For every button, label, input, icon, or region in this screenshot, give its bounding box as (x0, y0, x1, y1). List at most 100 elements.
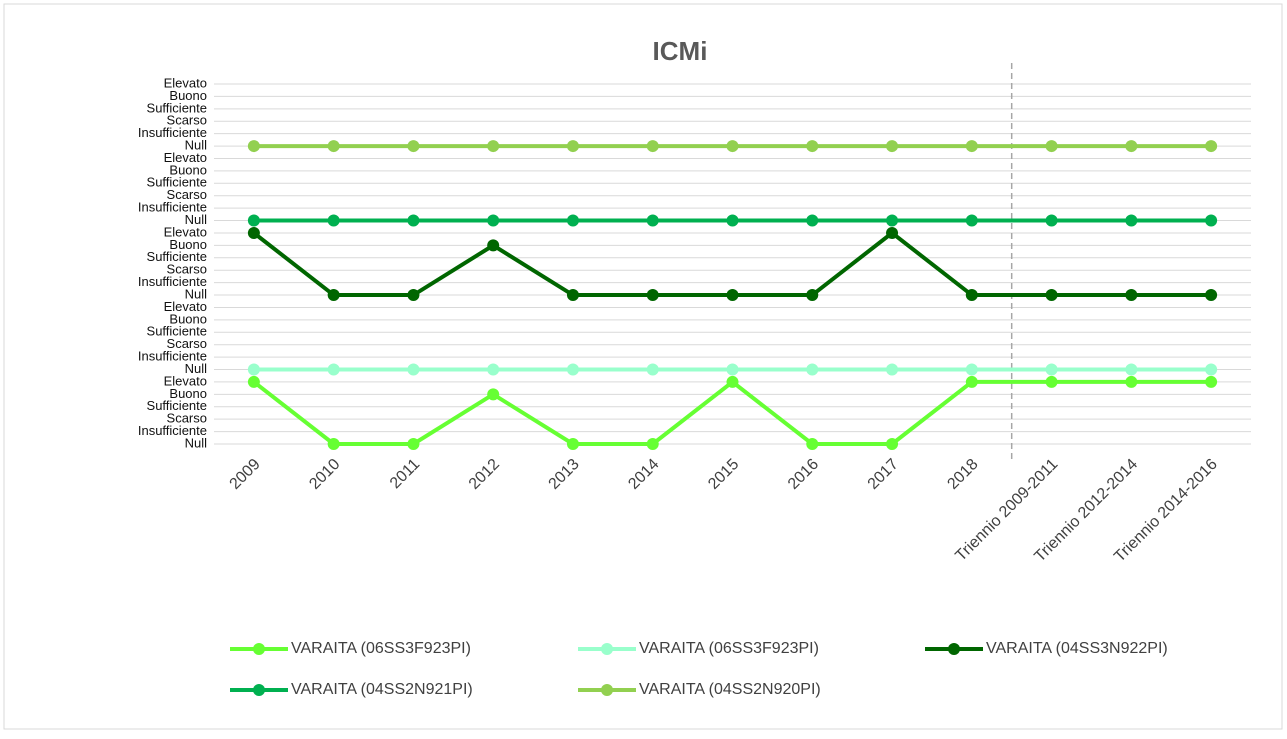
data-point (327, 363, 340, 376)
data-point (1045, 375, 1058, 388)
data-point (487, 388, 500, 401)
data-point (1205, 214, 1218, 227)
data-point (1125, 214, 1138, 227)
y-tick-label: Scarso (167, 262, 207, 277)
y-tick-label: Scarso (167, 411, 207, 426)
legend-marker (601, 643, 613, 655)
data-point (886, 363, 899, 376)
data-point (566, 140, 579, 153)
data-point (886, 438, 899, 450)
data-point (327, 140, 340, 153)
data-point (566, 289, 579, 302)
y-tick-label: Null (185, 435, 208, 450)
data-point (965, 363, 978, 376)
data-point (806, 289, 819, 302)
data-point (1045, 214, 1058, 227)
y-tick-label: Insufficiente (138, 423, 207, 438)
legend-marker (601, 684, 613, 696)
data-point (487, 214, 500, 227)
y-tick-label: Elevato (164, 373, 207, 388)
data-point (566, 363, 579, 376)
y-tick-label: Null (185, 361, 208, 376)
data-point (886, 140, 899, 153)
data-point (1045, 140, 1058, 153)
data-point (886, 214, 899, 227)
data-point (806, 363, 819, 376)
data-point (726, 140, 739, 153)
data-point (965, 289, 978, 302)
data-point (726, 214, 739, 227)
data-point (886, 226, 899, 239)
data-point (965, 214, 978, 227)
data-point (566, 214, 579, 227)
data-point (1125, 375, 1138, 388)
legend-marker (948, 643, 960, 655)
data-point (327, 214, 340, 227)
data-point (247, 226, 260, 239)
data-point (646, 140, 659, 153)
y-tick-label: Sufficiente (147, 324, 207, 339)
data-point (1205, 140, 1218, 153)
y-tick-label: Null (185, 212, 208, 227)
data-point (965, 375, 978, 388)
y-tick-label: Insufficiente (138, 125, 207, 140)
data-point (1045, 363, 1058, 376)
data-point (726, 289, 739, 302)
y-tick-label: Sufficiente (147, 249, 207, 264)
data-point (806, 214, 819, 227)
y-tick-label: Null (185, 138, 208, 153)
legend-marker (253, 643, 265, 655)
data-point (247, 375, 260, 388)
data-point (1045, 289, 1058, 302)
data-point (1205, 289, 1218, 302)
data-point (726, 375, 739, 388)
data-point (327, 289, 340, 302)
data-point (407, 363, 420, 376)
data-point (407, 140, 420, 153)
data-point (487, 363, 500, 376)
data-point (327, 438, 340, 450)
data-point (247, 140, 260, 153)
legend-marker (253, 684, 265, 696)
y-tick-label: Buono (169, 88, 207, 103)
legend-label: VARAITA (04SS2N921PI) (291, 681, 473, 698)
data-point (1125, 363, 1138, 376)
y-tick-label: Elevato (164, 150, 207, 165)
y-tick-label: Scarso (167, 336, 207, 351)
data-point (806, 140, 819, 153)
data-point (646, 289, 659, 302)
y-tick-label: Scarso (167, 187, 207, 202)
data-point (646, 214, 659, 227)
data-point (247, 214, 260, 227)
y-tick-label: Scarso (167, 113, 207, 128)
data-point (566, 438, 579, 450)
y-tick-label: Sufficiente (147, 398, 207, 413)
data-point (407, 214, 420, 227)
y-tick-label: Sufficiente (147, 100, 207, 115)
data-point (646, 363, 659, 376)
data-point (487, 140, 500, 153)
y-tick-label: Elevato (164, 224, 207, 239)
y-tick-label: Buono (169, 237, 207, 252)
data-point (806, 438, 819, 450)
data-point (407, 438, 420, 450)
data-point (1125, 289, 1138, 302)
y-tick-label: Insufficiente (138, 274, 207, 289)
y-tick-label: Null (185, 286, 208, 301)
legend-label: VARAITA (04SS2N920PI) (639, 681, 821, 698)
legend-label: VARAITA (06SS3F923PI) (291, 640, 471, 657)
data-point (965, 140, 978, 153)
legend-label: VARAITA (04SS3N922PI) (986, 640, 1168, 657)
chart-border (3, 3, 1283, 730)
data-point (1205, 375, 1218, 388)
chart-title: ICMi (653, 36, 708, 66)
data-point (487, 239, 500, 252)
y-tick-label: Elevato (164, 299, 207, 314)
data-point (1205, 363, 1218, 376)
legend-label: VARAITA (06SS3F923PI) (639, 640, 819, 657)
data-point (1125, 140, 1138, 153)
data-point (247, 363, 260, 376)
y-tick-label: Buono (169, 386, 207, 401)
y-tick-label: Sufficiente (147, 175, 207, 190)
